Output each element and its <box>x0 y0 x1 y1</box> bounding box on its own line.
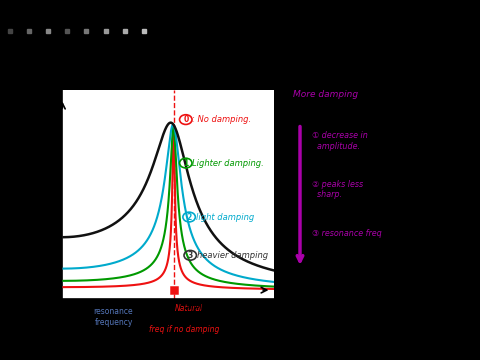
Y-axis label: Amplitude: Amplitude <box>49 168 60 221</box>
Text: More damping: More damping <box>293 90 358 99</box>
Text: ③ resonance freq: ③ resonance freq <box>312 229 382 238</box>
Text: 1: 1 <box>183 158 189 168</box>
Text: 3.   Resonance Curve: 3. Resonance Curve <box>34 75 159 88</box>
Text: resonance
frequency: resonance frequency <box>94 307 133 327</box>
Text: ① decrease in
  amplitude.: ① decrease in amplitude. <box>312 131 368 150</box>
Text: light damping: light damping <box>196 212 254 221</box>
Text: heavier damping: heavier damping <box>197 251 268 260</box>
Text: Driving frequency: Driving frequency <box>184 302 252 311</box>
Text: 0: 0 <box>51 295 57 305</box>
Text: freq if no damping: freq if no damping <box>149 325 220 334</box>
Text: ② peaks less
  sharp.: ② peaks less sharp. <box>312 180 363 199</box>
Text: 0: 0 <box>183 115 189 124</box>
Text: Lighter damping.: Lighter damping. <box>192 158 264 168</box>
Text: 3: 3 <box>188 251 193 260</box>
Text: MCKL/Lee Suit Lin/2020          012-6679171 /suitlin@gmail.com: MCKL/Lee Suit Lin/2020 012-6679171 /suit… <box>120 65 360 74</box>
Text: 2: 2 <box>187 212 192 221</box>
Text: : No damping.: : No damping. <box>192 115 252 124</box>
Text: Natural: Natural <box>175 304 203 313</box>
